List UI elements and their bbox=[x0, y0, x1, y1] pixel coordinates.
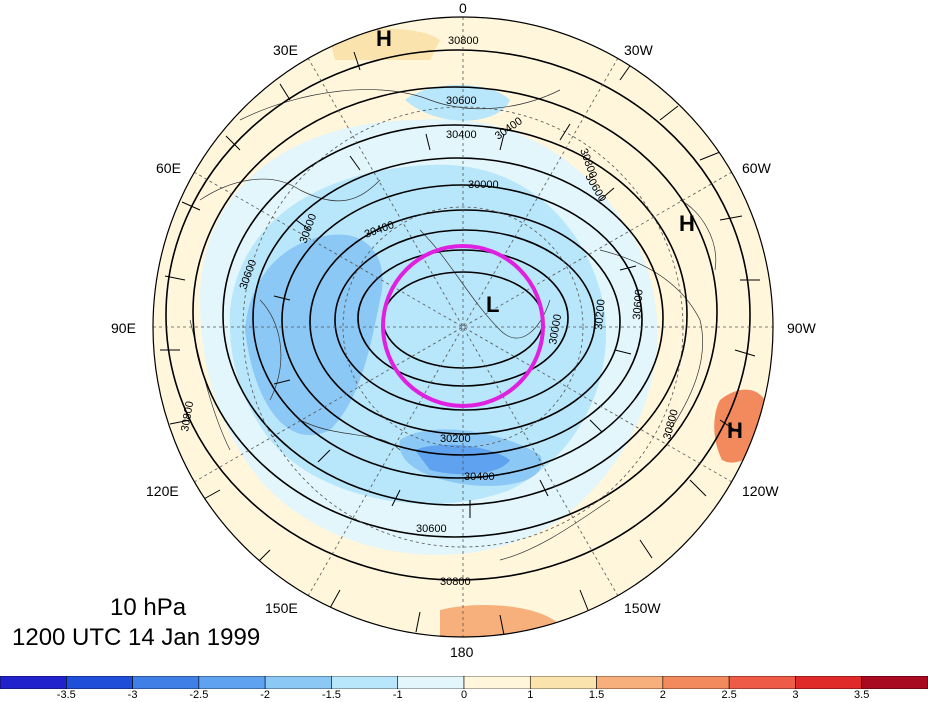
colorbar-tick-label: 3 bbox=[792, 689, 799, 701]
lon-label-90e: 90E bbox=[111, 320, 136, 336]
colorbar-swatch bbox=[795, 676, 863, 689]
contour-label: 30800 bbox=[440, 576, 471, 588]
contour-label: 30000 bbox=[547, 313, 564, 345]
lon-label-60w: 60W bbox=[742, 160, 771, 176]
lon-label-150e: 150E bbox=[265, 600, 298, 616]
contour-label: 30800 bbox=[448, 35, 479, 47]
colorbar-swatch bbox=[331, 676, 399, 689]
colorbar-tick-label: 2 bbox=[659, 689, 666, 701]
colorbar-swatch bbox=[662, 676, 730, 689]
contour-label: 30000 bbox=[468, 179, 499, 191]
valid-time-title: 1200 UTC 14 Jan 1999 bbox=[12, 624, 261, 651]
contour-label: 30800 bbox=[179, 400, 196, 432]
colorbar-tick-label: -3.5 bbox=[56, 689, 76, 701]
contour-label: 30600 bbox=[631, 289, 646, 321]
high-center-west: H bbox=[679, 211, 695, 236]
colorbar-tick-label: -2 bbox=[260, 689, 271, 701]
colorbar-swatch bbox=[861, 676, 928, 689]
high-center-north: H bbox=[376, 26, 392, 51]
lon-label-30w: 30W bbox=[624, 42, 653, 58]
colorbar-swatch bbox=[132, 676, 200, 689]
colorbar-tick-label: 2.5 bbox=[721, 689, 737, 701]
colorbar-tick-label: -2.5 bbox=[189, 689, 209, 701]
lon-label-60e: 60E bbox=[156, 160, 181, 176]
colorbar-swatch bbox=[198, 676, 266, 689]
wind-barbs bbox=[160, 51, 760, 636]
highlight-circle bbox=[381, 244, 545, 408]
lon-label-120e: 120E bbox=[146, 483, 179, 499]
contour-label: 30600 bbox=[416, 523, 447, 535]
colorbar-tick-label: -1.5 bbox=[321, 689, 341, 701]
high-center-east: H bbox=[727, 418, 743, 443]
contour-label: 30600 bbox=[446, 95, 477, 107]
lon-label-30e: 30E bbox=[273, 42, 298, 58]
colorbar-tick-label: -1 bbox=[392, 689, 403, 701]
colorbar-tick-label: 1 bbox=[527, 689, 534, 701]
contour-label: 30400 bbox=[446, 129, 477, 141]
lon-label-180: 180 bbox=[450, 644, 474, 660]
colorbar-swatch bbox=[728, 676, 796, 689]
colorbar-tick-label: 1.5 bbox=[588, 689, 605, 701]
colorbar-swatch bbox=[529, 676, 597, 689]
colorbar-swatch bbox=[397, 676, 465, 689]
contour-label: 30200 bbox=[440, 433, 471, 445]
colorbar-swatch bbox=[596, 676, 664, 689]
graticule bbox=[153, 17, 773, 637]
colorbar-tick-label: 0 bbox=[460, 689, 468, 701]
contour-label: 30200 bbox=[593, 299, 608, 331]
low-center: L bbox=[486, 292, 500, 317]
lon-label-0: 0 bbox=[459, 0, 467, 16]
colorbar-swatch bbox=[463, 676, 531, 689]
height-contours bbox=[165, 49, 751, 581]
pressure-level-title: 10 hPa bbox=[110, 594, 187, 621]
colorbar-tick-label: 3.5 bbox=[854, 689, 870, 701]
contour-label: 30400 bbox=[464, 471, 495, 483]
map-boundary bbox=[152, 16, 774, 638]
colorbar-swatch bbox=[264, 676, 332, 689]
lon-label-150w: 150W bbox=[624, 600, 661, 616]
lon-label-90w: 90W bbox=[787, 320, 816, 336]
colorbar-swatch bbox=[65, 676, 133, 689]
colorbar-tick-label: -3 bbox=[127, 689, 138, 701]
colorbar bbox=[0, 676, 928, 689]
colorbar-swatch bbox=[0, 676, 67, 689]
lon-label-120w: 120W bbox=[742, 483, 779, 499]
